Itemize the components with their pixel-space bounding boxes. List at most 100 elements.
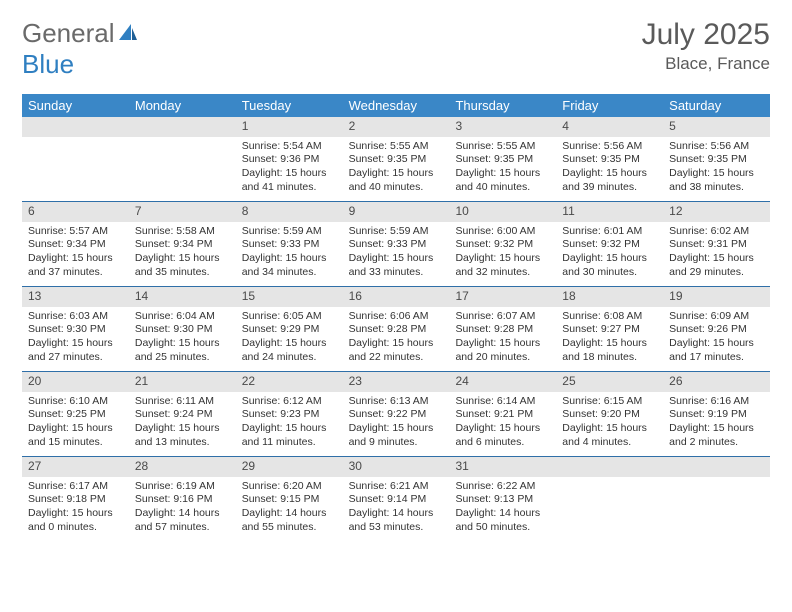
day-body: Sunrise: 6:09 AMSunset: 9:26 PMDaylight:…: [663, 307, 770, 370]
daylight-text-1: Daylight: 15 hours: [669, 337, 764, 351]
sunrise-text: Sunrise: 5:57 AM: [28, 225, 123, 239]
sunset-text: Sunset: 9:34 PM: [135, 238, 230, 252]
sunrise-text: Sunrise: 6:11 AM: [135, 395, 230, 409]
daylight-text-2: and 38 minutes.: [669, 181, 764, 195]
daylight-text-2: and 25 minutes.: [135, 351, 230, 365]
week-row: 20Sunrise: 6:10 AMSunset: 9:25 PMDayligh…: [22, 372, 770, 457]
sunset-text: Sunset: 9:20 PM: [562, 408, 657, 422]
day-body: Sunrise: 6:20 AMSunset: 9:15 PMDaylight:…: [236, 477, 343, 540]
daylight-text-2: and 6 minutes.: [455, 436, 550, 450]
sunrise-text: Sunrise: 6:01 AM: [562, 225, 657, 239]
daylight-text-1: Daylight: 15 hours: [455, 252, 550, 266]
day-cell: 1Sunrise: 5:54 AMSunset: 9:36 PMDaylight…: [236, 117, 343, 201]
day-cell: 22Sunrise: 6:12 AMSunset: 9:23 PMDayligh…: [236, 372, 343, 456]
day-cell: 21Sunrise: 6:11 AMSunset: 9:24 PMDayligh…: [129, 372, 236, 456]
day-cell: 11Sunrise: 6:01 AMSunset: 9:32 PMDayligh…: [556, 202, 663, 286]
sunset-text: Sunset: 9:22 PM: [349, 408, 444, 422]
day-number: 16: [343, 287, 450, 307]
sunrise-text: Sunrise: 6:17 AM: [28, 480, 123, 494]
weekday-header: Tuesday: [236, 94, 343, 117]
day-body: Sunrise: 6:00 AMSunset: 9:32 PMDaylight:…: [449, 222, 556, 285]
day-body: Sunrise: 6:12 AMSunset: 9:23 PMDaylight:…: [236, 392, 343, 455]
day-body: Sunrise: 5:59 AMSunset: 9:33 PMDaylight:…: [236, 222, 343, 285]
sunrise-text: Sunrise: 5:56 AM: [669, 140, 764, 154]
day-cell: 18Sunrise: 6:08 AMSunset: 9:27 PMDayligh…: [556, 287, 663, 371]
day-cell: 26Sunrise: 6:16 AMSunset: 9:19 PMDayligh…: [663, 372, 770, 456]
daylight-text-2: and 27 minutes.: [28, 351, 123, 365]
weekday-header: Sunday: [22, 94, 129, 117]
daylight-text-2: and 22 minutes.: [349, 351, 444, 365]
sunset-text: Sunset: 9:21 PM: [455, 408, 550, 422]
calendar-page: GeneralBlue July 2025 Blace, France Sund…: [0, 0, 792, 541]
weekday-header: Saturday: [663, 94, 770, 117]
sunrise-text: Sunrise: 6:20 AM: [242, 480, 337, 494]
daylight-text-2: and 40 minutes.: [455, 181, 550, 195]
sunset-text: Sunset: 9:23 PM: [242, 408, 337, 422]
day-body: Sunrise: 6:13 AMSunset: 9:22 PMDaylight:…: [343, 392, 450, 455]
weeks-container: 1Sunrise: 5:54 AMSunset: 9:36 PMDaylight…: [22, 117, 770, 541]
daylight-text-2: and 32 minutes.: [455, 266, 550, 280]
day-cell: 5Sunrise: 5:56 AMSunset: 9:35 PMDaylight…: [663, 117, 770, 201]
day-cell: 31Sunrise: 6:22 AMSunset: 9:13 PMDayligh…: [449, 457, 556, 541]
daylight-text-1: Daylight: 15 hours: [562, 422, 657, 436]
day-cell: 14Sunrise: 6:04 AMSunset: 9:30 PMDayligh…: [129, 287, 236, 371]
day-number: 11: [556, 202, 663, 222]
day-body: Sunrise: 6:17 AMSunset: 9:18 PMDaylight:…: [22, 477, 129, 540]
day-number: 30: [343, 457, 450, 477]
sunset-text: Sunset: 9:27 PM: [562, 323, 657, 337]
sunrise-text: Sunrise: 6:12 AM: [242, 395, 337, 409]
day-number: 24: [449, 372, 556, 392]
day-cell: 3Sunrise: 5:55 AMSunset: 9:35 PMDaylight…: [449, 117, 556, 201]
day-number: 31: [449, 457, 556, 477]
day-number: 15: [236, 287, 343, 307]
sunrise-text: Sunrise: 6:15 AM: [562, 395, 657, 409]
day-cell: 10Sunrise: 6:00 AMSunset: 9:32 PMDayligh…: [449, 202, 556, 286]
day-number: [663, 457, 770, 477]
sunset-text: Sunset: 9:30 PM: [135, 323, 230, 337]
sunrise-text: Sunrise: 6:03 AM: [28, 310, 123, 324]
day-body: Sunrise: 6:14 AMSunset: 9:21 PMDaylight:…: [449, 392, 556, 455]
day-number: 20: [22, 372, 129, 392]
sunrise-text: Sunrise: 6:07 AM: [455, 310, 550, 324]
day-cell: 16Sunrise: 6:06 AMSunset: 9:28 PMDayligh…: [343, 287, 450, 371]
day-cell: 28Sunrise: 6:19 AMSunset: 9:16 PMDayligh…: [129, 457, 236, 541]
daylight-text-1: Daylight: 15 hours: [28, 252, 123, 266]
day-cell: 19Sunrise: 6:09 AMSunset: 9:26 PMDayligh…: [663, 287, 770, 371]
daylight-text-2: and 18 minutes.: [562, 351, 657, 365]
daylight-text-1: Daylight: 15 hours: [669, 422, 764, 436]
daylight-text-1: Daylight: 15 hours: [135, 422, 230, 436]
day-cell: 25Sunrise: 6:15 AMSunset: 9:20 PMDayligh…: [556, 372, 663, 456]
sunrise-text: Sunrise: 5:55 AM: [349, 140, 444, 154]
day-cell: 24Sunrise: 6:14 AMSunset: 9:21 PMDayligh…: [449, 372, 556, 456]
sunset-text: Sunset: 9:29 PM: [242, 323, 337, 337]
sunrise-text: Sunrise: 6:08 AM: [562, 310, 657, 324]
daylight-text-2: and 53 minutes.: [349, 521, 444, 535]
sunset-text: Sunset: 9:30 PM: [28, 323, 123, 337]
day-number: [22, 117, 129, 137]
day-cell: [22, 117, 129, 201]
day-number: 5: [663, 117, 770, 137]
day-number: 1: [236, 117, 343, 137]
day-cell: 6Sunrise: 5:57 AMSunset: 9:34 PMDaylight…: [22, 202, 129, 286]
day-body: Sunrise: 5:58 AMSunset: 9:34 PMDaylight:…: [129, 222, 236, 285]
day-body: Sunrise: 6:01 AMSunset: 9:32 PMDaylight:…: [556, 222, 663, 285]
brand-part1: General: [22, 18, 115, 48]
day-cell: [129, 117, 236, 201]
day-number: 4: [556, 117, 663, 137]
day-cell: 9Sunrise: 5:59 AMSunset: 9:33 PMDaylight…: [343, 202, 450, 286]
sunrise-text: Sunrise: 6:19 AM: [135, 480, 230, 494]
daylight-text-1: Daylight: 15 hours: [455, 167, 550, 181]
sunrise-text: Sunrise: 5:56 AM: [562, 140, 657, 154]
day-number: 9: [343, 202, 450, 222]
day-body: Sunrise: 6:15 AMSunset: 9:20 PMDaylight:…: [556, 392, 663, 455]
daylight-text-2: and 0 minutes.: [28, 521, 123, 535]
day-body: Sunrise: 6:16 AMSunset: 9:19 PMDaylight:…: [663, 392, 770, 455]
day-cell: 23Sunrise: 6:13 AMSunset: 9:22 PMDayligh…: [343, 372, 450, 456]
weekday-header: Wednesday: [343, 94, 450, 117]
calendar-grid: SundayMondayTuesdayWednesdayThursdayFrid…: [22, 94, 770, 541]
daylight-text-1: Daylight: 15 hours: [455, 422, 550, 436]
sunset-text: Sunset: 9:26 PM: [669, 323, 764, 337]
day-body: Sunrise: 6:02 AMSunset: 9:31 PMDaylight:…: [663, 222, 770, 285]
sunset-text: Sunset: 9:24 PM: [135, 408, 230, 422]
sunrise-text: Sunrise: 5:59 AM: [349, 225, 444, 239]
